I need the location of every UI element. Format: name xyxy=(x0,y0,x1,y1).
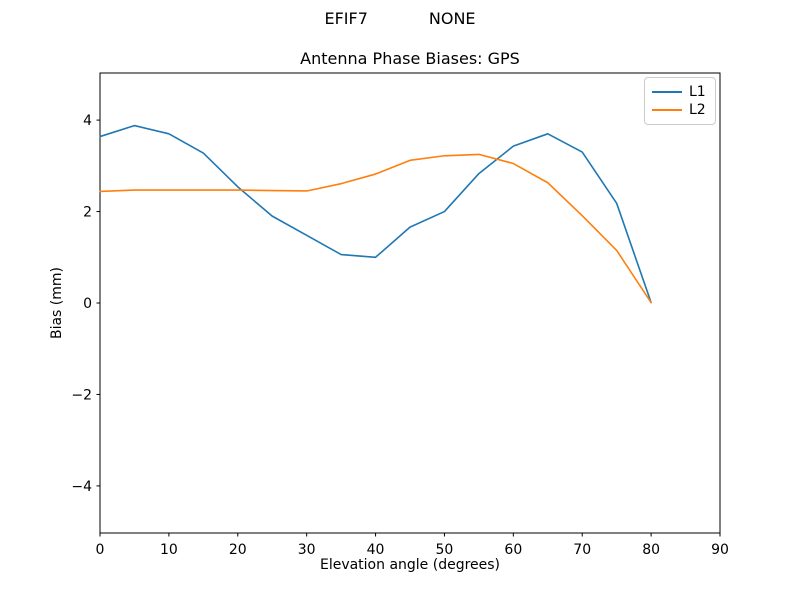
x-tick-label: 70 xyxy=(573,542,591,558)
legend-item-l2: L2 xyxy=(652,101,709,119)
x-tick-label: 30 xyxy=(298,542,316,558)
y-tick-label: −2 xyxy=(71,387,92,403)
x-tick-label: 60 xyxy=(504,542,522,558)
figure-suptitle: EFIF7 NONE xyxy=(324,9,476,28)
y-tick-label: 4 xyxy=(83,113,92,129)
y-tick-label: −4 xyxy=(71,479,92,495)
y-tick-label: 2 xyxy=(83,205,92,221)
x-tick-label: 80 xyxy=(642,542,660,558)
x-tick-label: 20 xyxy=(229,542,247,558)
chart-title: Antenna Phase Biases: GPS xyxy=(300,49,520,68)
axes-spines xyxy=(99,72,721,534)
legend-line-l2-icon xyxy=(652,109,682,111)
series-line-l2 xyxy=(99,153,652,304)
legend: L1 L2 xyxy=(644,77,716,125)
legend-line-l1-icon xyxy=(652,91,682,93)
legend-label-l2: L2 xyxy=(689,102,706,118)
y-axis-label: Bias (mm) xyxy=(49,266,65,340)
x-tick-label: 0 xyxy=(96,542,105,558)
y-tick-label: 0 xyxy=(83,296,92,312)
x-axis-label: Elevation angle (degrees) xyxy=(319,557,501,573)
legend-label-l1: L1 xyxy=(689,84,706,100)
legend-item-l1: L1 xyxy=(652,83,709,101)
x-tick-label: 90 xyxy=(711,542,729,558)
x-tick-label: 10 xyxy=(160,542,178,558)
x-tick-label: 50 xyxy=(436,542,454,558)
series-line-l1 xyxy=(99,124,652,304)
x-tick-label: 40 xyxy=(367,542,385,558)
